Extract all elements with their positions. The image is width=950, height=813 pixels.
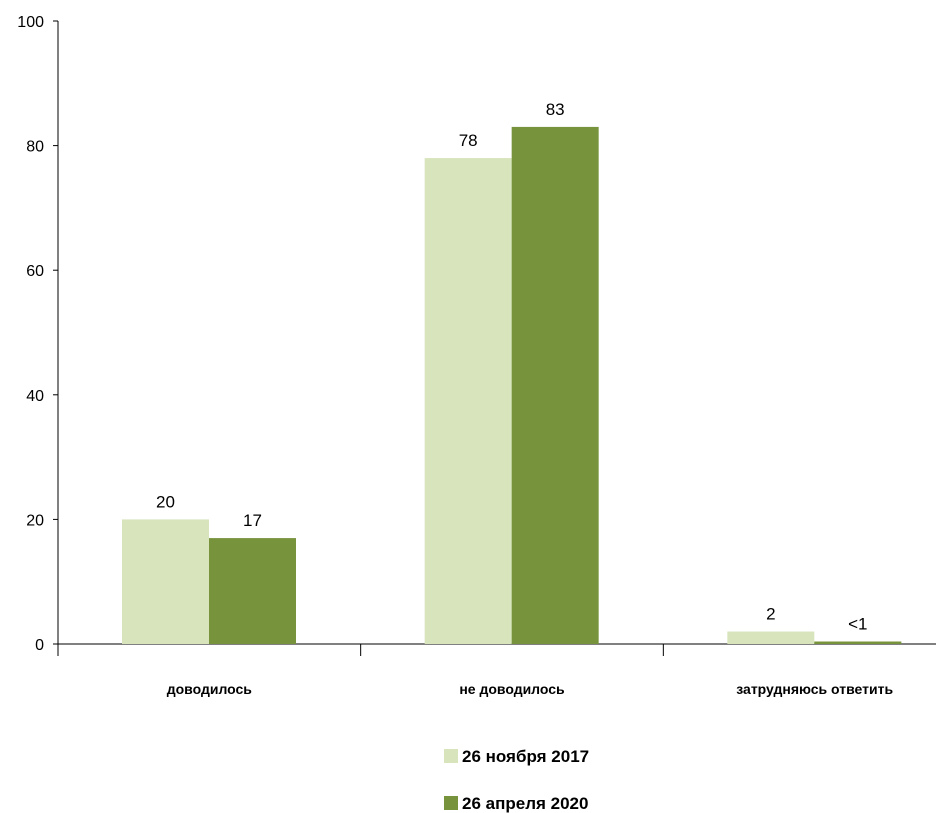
- y-tick-label: 60: [26, 263, 44, 280]
- data-label: 78: [459, 131, 478, 150]
- bar: [727, 631, 815, 644]
- data-labels: 20 17 78 83 2 <1: [156, 100, 867, 634]
- x-category-label: затрудняюсь ответить: [736, 681, 893, 697]
- x-category-label: не доводилось: [459, 681, 565, 697]
- y-axis: 0 20 40 60 80 100: [17, 14, 59, 654]
- legend-label: 26 апреля 2020: [462, 794, 588, 813]
- bar: [814, 641, 902, 644]
- bars: [122, 126, 902, 644]
- legend-label: 26 ноября 2017: [462, 747, 589, 766]
- data-label: 20: [156, 492, 175, 511]
- legend: 26 ноября 2017 26 апреля 2020: [444, 747, 589, 813]
- legend-swatch: [444, 796, 458, 810]
- y-tick-label: 40: [26, 388, 44, 405]
- y-tick-label: 80: [26, 139, 44, 156]
- data-label: 83: [546, 100, 565, 119]
- x-axis: доводилось не доводилось затрудняюсь ответ…: [57, 643, 936, 697]
- data-label: <1: [848, 615, 867, 634]
- y-tick-label: 0: [35, 637, 44, 654]
- bar: [511, 126, 599, 644]
- y-tick-label: 100: [17, 14, 44, 31]
- data-label: 17: [243, 511, 262, 530]
- y-tick-label: 20: [26, 512, 44, 529]
- data-label: 2: [766, 605, 775, 624]
- legend-swatch: [444, 749, 458, 763]
- bar: [209, 538, 296, 644]
- bar: [424, 158, 512, 644]
- bar: [122, 519, 209, 644]
- x-category-label: доводилось: [167, 681, 253, 697]
